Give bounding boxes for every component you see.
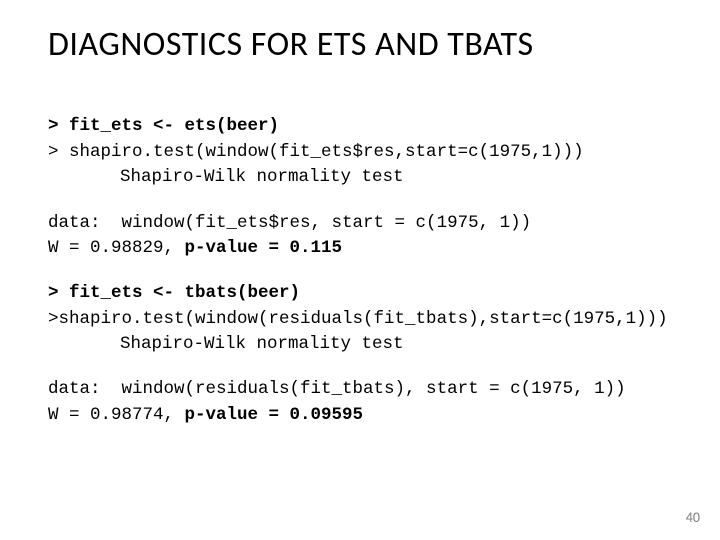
code-line: > fit_ets <- tbats(beer) [48,283,300,303]
code-line: W = 0.98829, [48,238,185,258]
code-line: >shapiro.test(window(residuals(fit_tbats… [48,309,668,329]
code-line: data: window(fit_ets$res, start = c(1975… [48,213,531,233]
code-line: Shapiro-Wilk normality test [48,332,404,357]
slide-title: DIAGNOSTICS FOR ETS AND TBATS [48,24,672,65]
code-line-pvalue: p-value = 0.09595 [185,405,364,425]
code-block-4: data: window(residuals(fit_tbats), start… [48,377,672,428]
code-block-1: > fit_ets <- ets(beer) > shapiro.test(wi… [48,114,672,190]
code-content: > fit_ets <- ets(beer) > shapiro.test(wi… [48,89,672,428]
code-line: > fit_ets <- ets(beer) [48,116,279,136]
code-block-2: data: window(fit_ets$res, start = c(1975… [48,211,672,262]
slide-container: DIAGNOSTICS FOR ETS AND TBATS > fit_ets … [0,0,720,540]
code-line: W = 0.98774, [48,405,185,425]
code-block-3: > fit_ets <- tbats(beer) >shapiro.test(w… [48,281,672,357]
code-line: > shapiro.test(window(fit_ets$res,start=… [48,142,584,162]
code-line: data: window(residuals(fit_tbats), start… [48,379,626,399]
code-line: Shapiro-Wilk normality test [48,165,404,190]
page-number: 40 [686,509,700,526]
code-line-pvalue: p-value = 0.115 [185,238,343,258]
